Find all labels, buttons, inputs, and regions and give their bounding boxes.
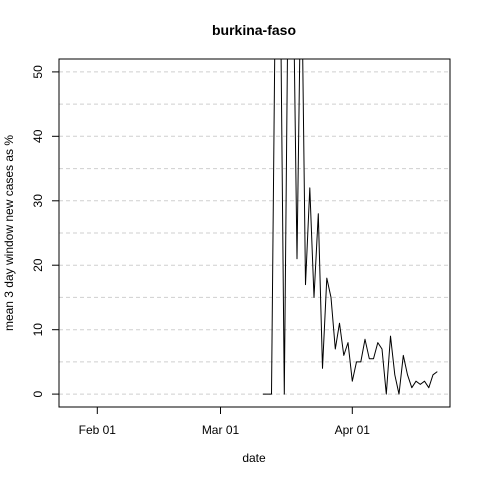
y-axis-label: mean 3 day window new cases as % <box>2 135 16 331</box>
x-tick-label: Mar 01 <box>202 423 240 437</box>
y-tick-label: 50 <box>31 65 45 79</box>
grid <box>59 71 450 395</box>
y-tick-label: 20 <box>31 258 45 272</box>
x-tick-label: Feb 01 <box>79 423 117 437</box>
y-tick-label: 30 <box>31 194 45 208</box>
y-axis: 0 10 20 30 40 50 <box>31 65 59 397</box>
x-axis-label: date <box>242 451 266 465</box>
x-axis: Feb 01 Mar 01 Apr 01 <box>79 407 371 437</box>
series-layer <box>263 59 438 395</box>
y-tick-label: 0 <box>31 390 45 397</box>
chart-title: burkina-faso <box>212 22 296 38</box>
y-tick-label: 40 <box>31 129 45 143</box>
series-line <box>263 59 438 395</box>
plot-frame <box>58 58 451 408</box>
y-tick-label: 10 <box>31 323 45 337</box>
x-tick-label: Apr 01 <box>335 423 371 437</box>
